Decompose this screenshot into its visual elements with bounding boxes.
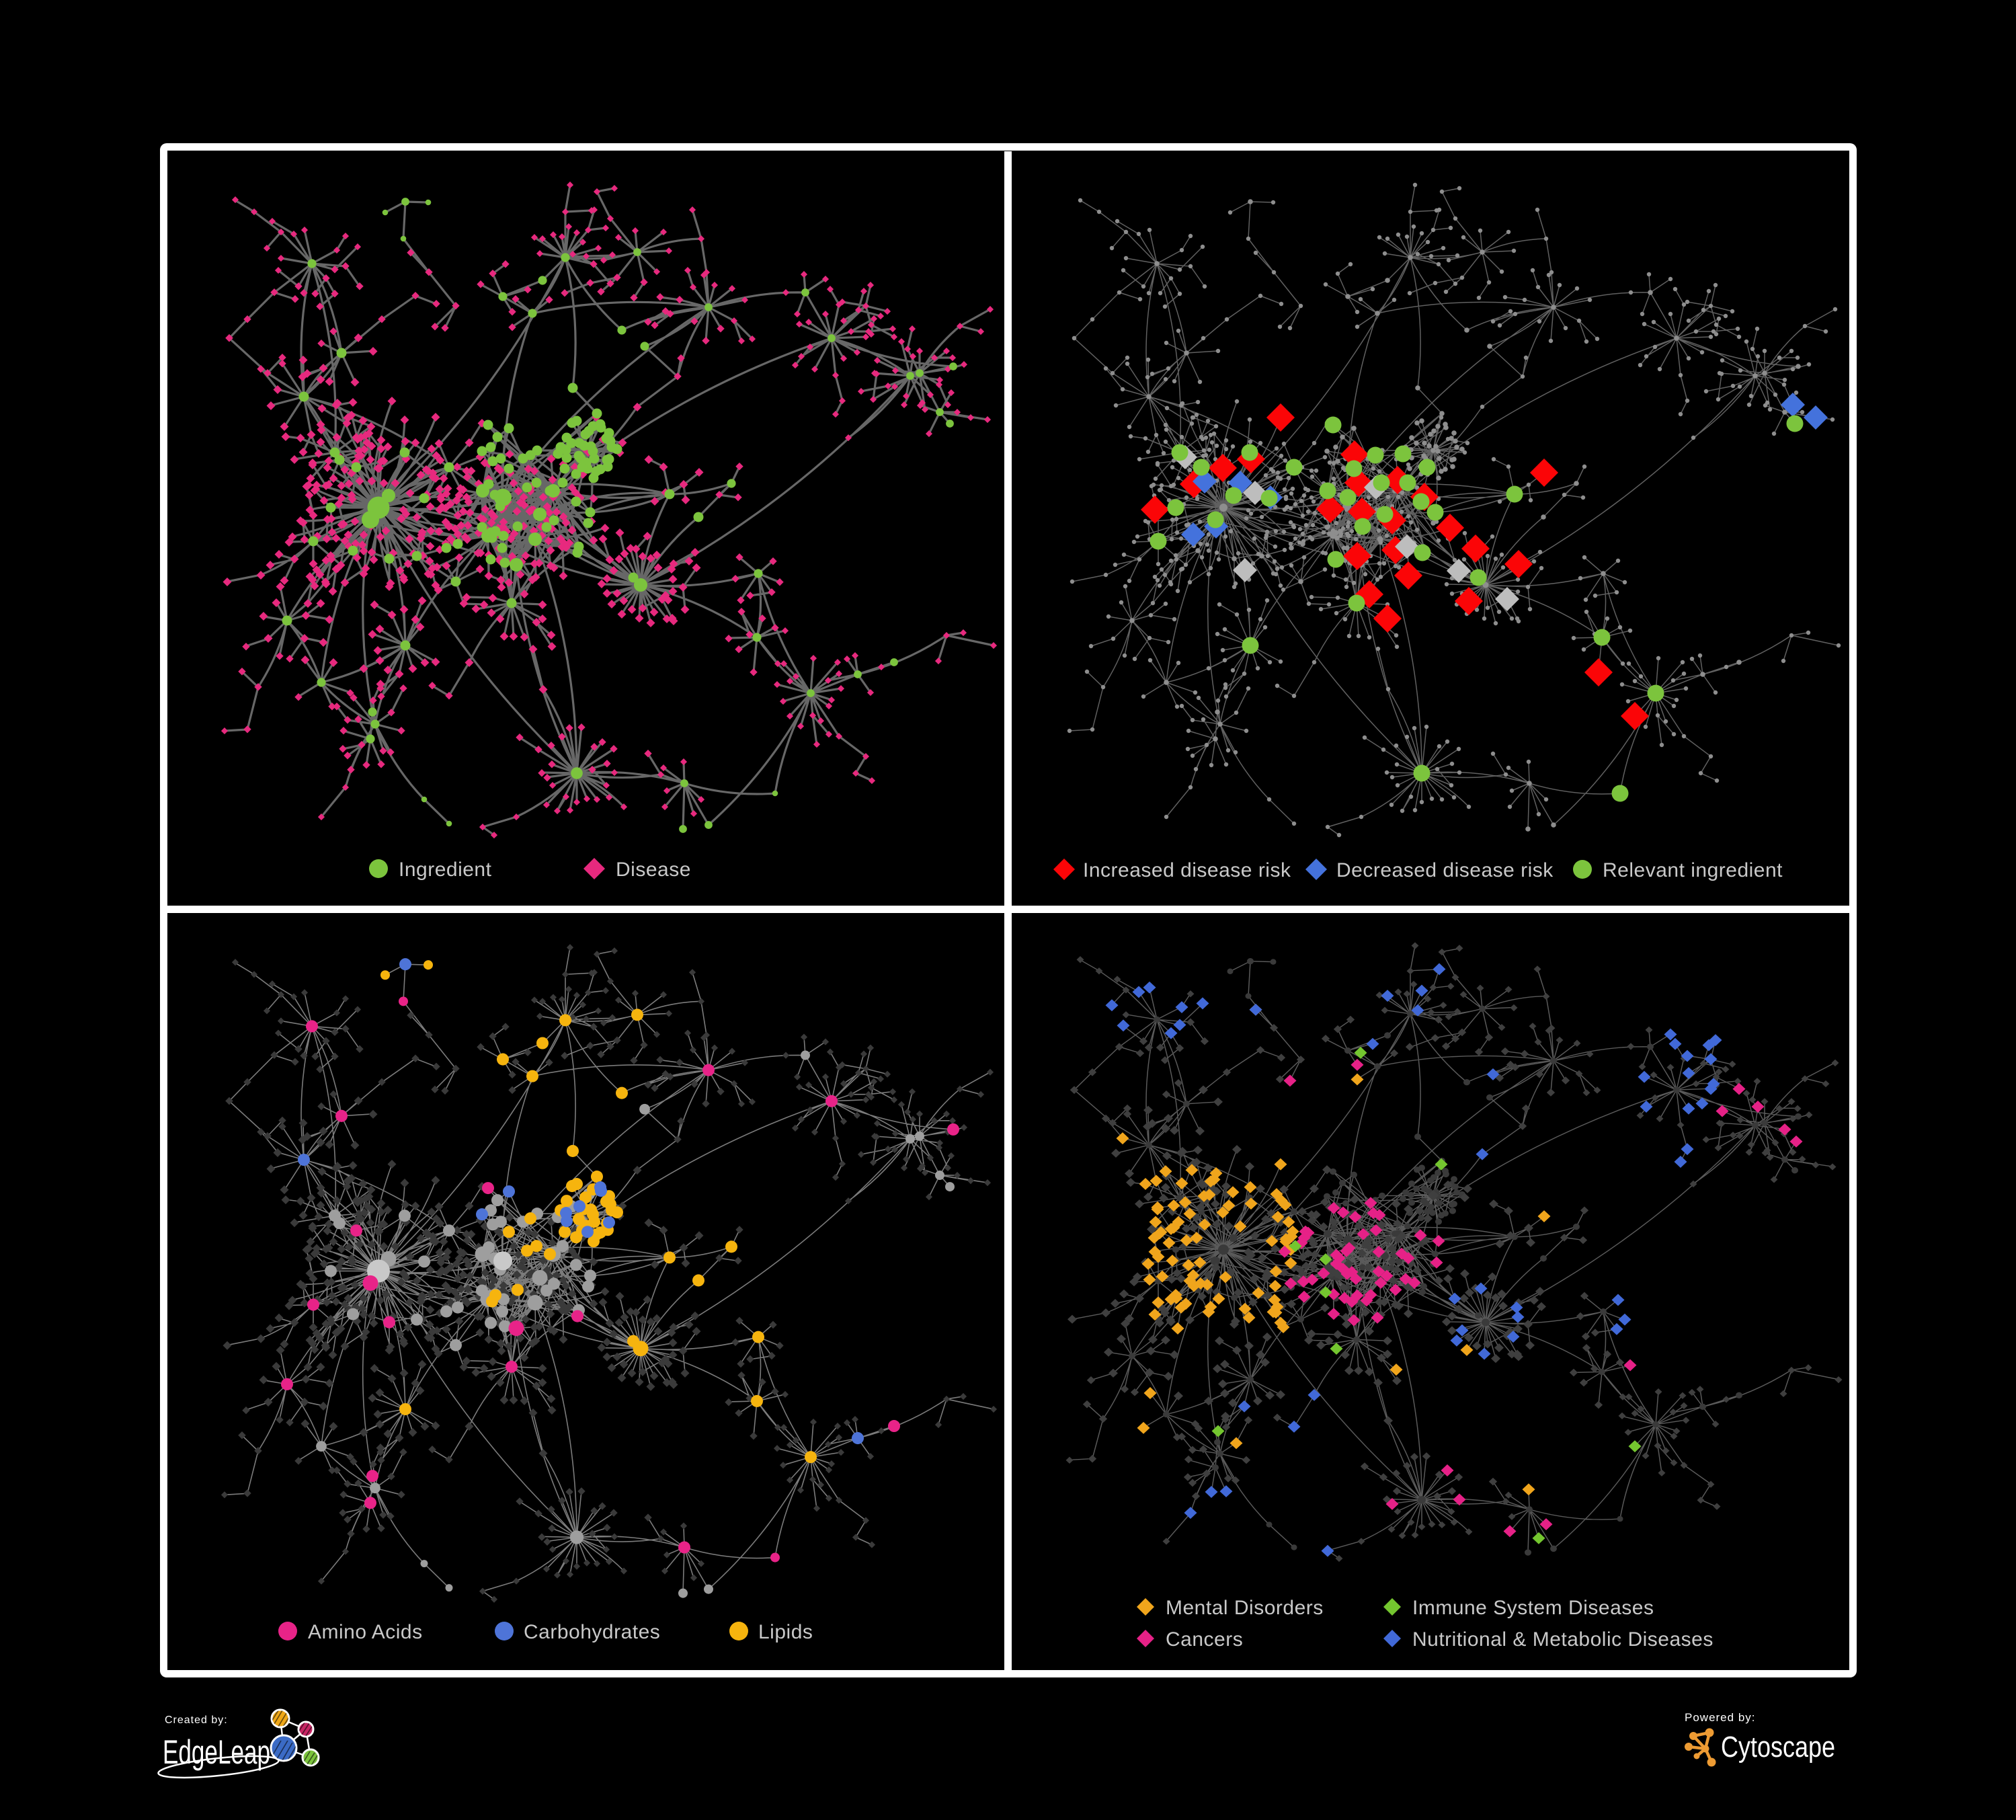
svg-text:Decreased disease risk: Decreased disease risk: [1336, 859, 1554, 881]
svg-text:Mental Disorders: Mental Disorders: [1166, 1597, 1324, 1619]
svg-text:Cancers: Cancers: [1166, 1628, 1243, 1651]
svg-text:Disease: Disease: [616, 859, 691, 881]
svg-text:Relevant ingredient: Relevant ingredient: [1603, 859, 1783, 881]
svg-text:Cytoscape: Cytoscape: [1721, 1731, 1835, 1764]
svg-text:Immune System Diseases: Immune System Diseases: [1412, 1597, 1654, 1619]
svg-text:Ingredient: Ingredient: [399, 859, 492, 881]
svg-text:Nutritional & Metabolic Diseas: Nutritional & Metabolic Diseases: [1412, 1628, 1713, 1651]
svg-text:Increased disease risk: Increased disease risk: [1083, 859, 1291, 881]
svg-text:Created by:: Created by:: [165, 1714, 228, 1726]
svg-text:EdgeLeap: EdgeLeap: [163, 1733, 270, 1771]
svg-text:Carbohydrates: Carbohydrates: [524, 1621, 660, 1643]
svg-text:Powered by:: Powered by:: [1685, 1711, 1756, 1724]
svg-text:Amino Acids: Amino Acids: [308, 1621, 423, 1643]
svg-text:Lipids: Lipids: [758, 1621, 813, 1643]
